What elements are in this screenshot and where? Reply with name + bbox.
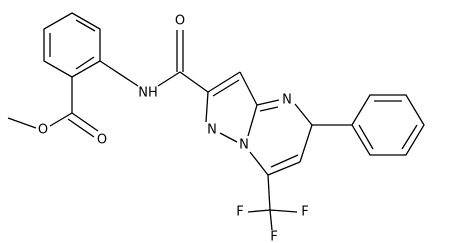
atom-label: N xyxy=(282,93,292,108)
atom-label: O xyxy=(175,14,185,29)
bonds xyxy=(7,12,425,231)
atom-label: F xyxy=(236,205,243,220)
atom-label: N xyxy=(239,138,249,153)
atom-label: F xyxy=(301,205,308,220)
atom-label: N xyxy=(207,123,217,138)
atom-label: NH xyxy=(138,86,158,101)
atom-labels: O O NH O N N N F F F xyxy=(38,14,309,243)
atom-label: O xyxy=(97,133,107,148)
atom-label: F xyxy=(270,230,277,243)
atom-label: O xyxy=(38,123,48,138)
